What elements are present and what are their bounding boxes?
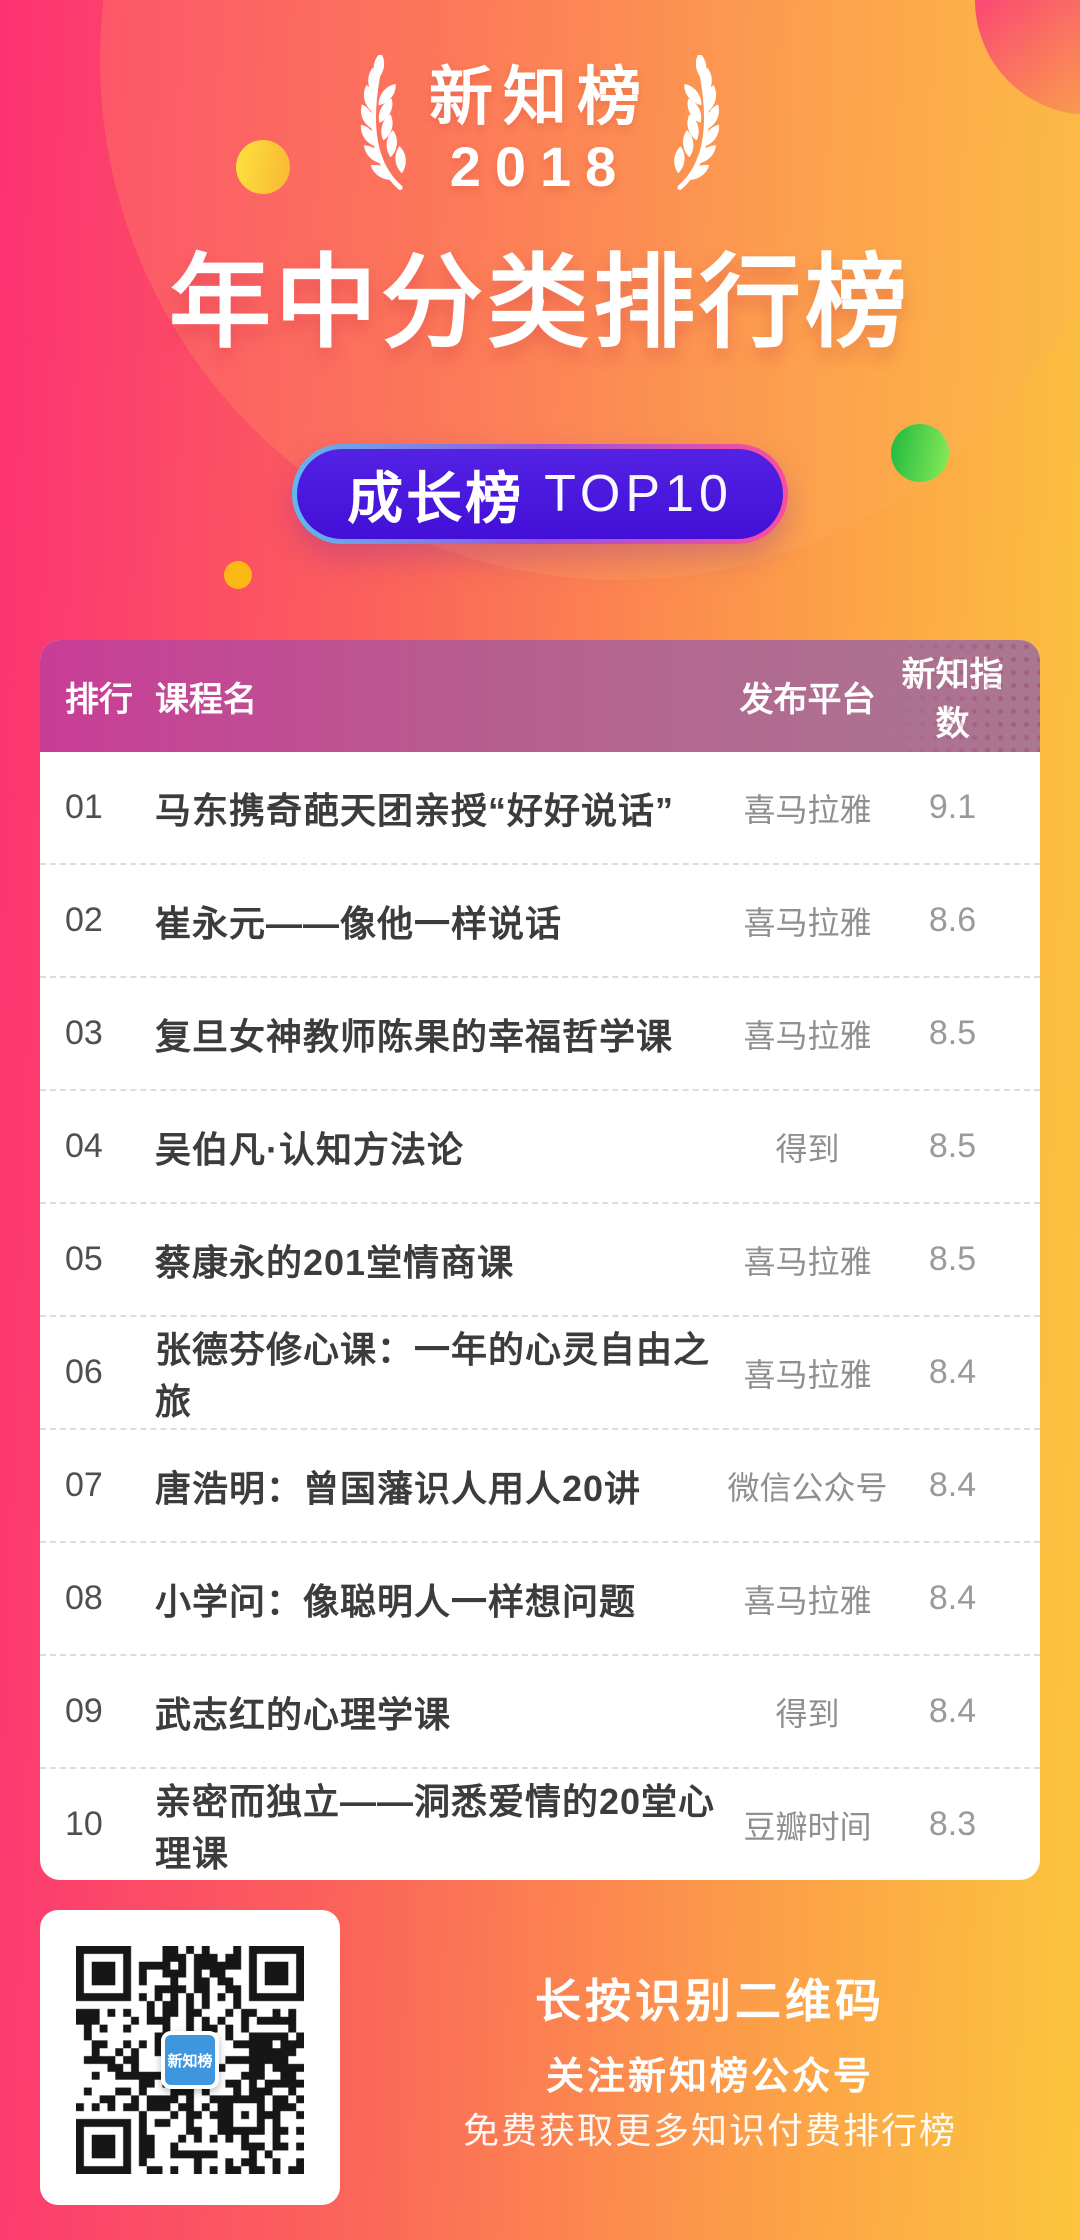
table-row: 02 崔永元——像他一样说话 喜马拉雅 8.6 xyxy=(40,863,1040,976)
platform-cell: 微信公众号 xyxy=(727,1469,888,1506)
table-row: 03 复旦女神教师陈果的幸福哲学课 喜马拉雅 8.5 xyxy=(40,976,1040,1089)
column-header-platform: 发布平台 xyxy=(739,680,876,719)
rank-cell: 01 xyxy=(65,788,103,826)
course-name-cell: 张德芬修心课：一年的心灵自由之旅 xyxy=(155,1328,711,1422)
brand-year: 2018 xyxy=(449,135,631,198)
page-title: 年中分类排行榜 xyxy=(169,246,911,360)
course-name-cell: 复旦女神教师陈果的幸福哲学课 xyxy=(155,1015,674,1057)
table-row: 09 武志红的心理学课 得到 8.4 xyxy=(40,1654,1040,1767)
decor-dot-yellow xyxy=(224,561,252,589)
course-name-cell: 小学问：像聪明人一样想问题 xyxy=(155,1580,637,1622)
footer-line-3: 免费获取更多知识付费排行榜 xyxy=(462,2110,957,2151)
table-row: 01 马东携奇葩天团亲授“好好说话” 喜马拉雅 9.1 xyxy=(40,752,1040,863)
table-row: 08 小学问：像聪明人一样想问题 喜马拉雅 8.4 xyxy=(40,1541,1040,1654)
course-name-cell: 唐浩明：曾国藩识人用人20讲 xyxy=(155,1467,642,1509)
index-cell: 8.4 xyxy=(928,1353,977,1391)
laurel-right-icon xyxy=(673,55,724,190)
index-cell: 8.5 xyxy=(928,1127,977,1165)
course-name-cell: 武志红的心理学课 xyxy=(155,1693,452,1735)
rank-cell: 03 xyxy=(65,1014,103,1052)
rank-cell: 04 xyxy=(65,1127,103,1165)
platform-cell: 豆瓣时间 xyxy=(743,1808,872,1845)
category-badge-ring: 成长榜 TOP10 xyxy=(292,444,788,544)
course-name-cell: 崔永元——像他一样说话 xyxy=(155,902,563,944)
rank-cell: 08 xyxy=(65,1579,103,1617)
category-badge-pill: 成长榜 TOP10 xyxy=(297,449,783,539)
table-row: 05 蔡康永的201堂情商课 喜马拉雅 8.5 xyxy=(40,1202,1040,1315)
rank-cell: 02 xyxy=(65,901,103,939)
rank-cell: 07 xyxy=(65,1466,103,1504)
course-name-cell: 蔡康永的201堂情商课 xyxy=(155,1241,515,1283)
index-cell: 8.4 xyxy=(928,1466,977,1504)
column-header-index: 新知指数 xyxy=(895,647,1010,745)
table-row: 10 亲密而独立——洞悉爱情的20堂心理课 豆瓣时间 8.3 xyxy=(40,1767,1040,1880)
platform-cell: 得到 xyxy=(775,1130,840,1167)
footer: 长按识别二维码 关注新知榜公众号 免费获取更多知识付费排行榜 xyxy=(360,1978,1060,2149)
index-cell: 8.5 xyxy=(928,1240,977,1278)
index-cell: 8.5 xyxy=(928,1014,977,1052)
laurel-left-icon xyxy=(356,55,407,190)
index-cell: 8.4 xyxy=(928,1692,977,1730)
column-header-course: 课程名 xyxy=(155,680,257,719)
course-name-cell: 亲密而独立——洞悉爱情的20堂心理课 xyxy=(155,1780,716,1874)
table-body: 01 马东携奇葩天团亲授“好好说话” 喜马拉雅 9.1 02 崔永元——像他一样说话 喜马拉… xyxy=(40,752,1040,1880)
category-badge: 成长榜 TOP10 xyxy=(0,444,1080,544)
column-header-rank: 排行 xyxy=(65,680,133,719)
rank-cell: 09 xyxy=(65,1692,103,1730)
brand-logo: 新知榜 2018 xyxy=(0,54,1080,206)
platform-cell: 喜马拉雅 xyxy=(743,1243,872,1280)
rank-cell: 10 xyxy=(65,1805,103,1843)
category-badge-label: 成长榜 xyxy=(347,466,525,530)
header: 新知榜 2018 xyxy=(0,0,1080,544)
table-row: 07 唐浩明：曾国藩识人用人20讲 微信公众号 8.4 xyxy=(40,1428,1040,1541)
category-badge-top10: TOP10 xyxy=(544,465,733,523)
platform-cell: 得到 xyxy=(775,1695,840,1732)
course-name-cell: 马东携奇葩天团亲授“好好说话” xyxy=(155,789,675,831)
rank-cell: 06 xyxy=(65,1353,103,1391)
qr-card[interactable]: 新知榜 xyxy=(40,1910,340,2205)
ranking-table: 排行 课程名 发布平台 新知指数 01 马东携奇葩天团亲授“好好说话” 喜马拉雅 9.… xyxy=(40,640,1040,1880)
course-name-cell: 吴伯凡·认知方法论 xyxy=(155,1128,464,1170)
header-halftone-texture xyxy=(890,640,1040,752)
table-row: 04 吴伯凡·认知方法论 得到 8.5 xyxy=(40,1089,1040,1202)
platform-cell: 喜马拉雅 xyxy=(743,904,872,941)
index-cell: 8.4 xyxy=(928,1579,977,1617)
table-header: 排行 课程名 发布平台 新知指数 xyxy=(40,640,1040,752)
decor-circle-green xyxy=(891,424,949,482)
platform-cell: 喜马拉雅 xyxy=(743,791,872,828)
qr-center-logo: 新知榜 xyxy=(161,2031,219,2089)
rank-cell: 05 xyxy=(65,1240,103,1278)
index-cell: 8.3 xyxy=(928,1805,977,1843)
brand-name: 新知榜 xyxy=(429,61,651,133)
index-cell: 8.6 xyxy=(928,901,977,939)
decor-circle-yellow xyxy=(236,140,290,194)
footer-line-1: 长按识别二维码 xyxy=(535,1975,885,2027)
index-cell: 9.1 xyxy=(928,788,977,826)
platform-cell: 喜马拉雅 xyxy=(743,1356,872,1393)
brand-text: 新知榜 2018 xyxy=(429,65,651,195)
table-row: 06 张德芬修心课：一年的心灵自由之旅 喜马拉雅 8.4 xyxy=(40,1315,1040,1428)
platform-cell: 喜马拉雅 xyxy=(743,1017,872,1054)
footer-line-2: 关注新知榜公众号 xyxy=(545,2056,874,2098)
platform-cell: 喜马拉雅 xyxy=(743,1582,872,1619)
